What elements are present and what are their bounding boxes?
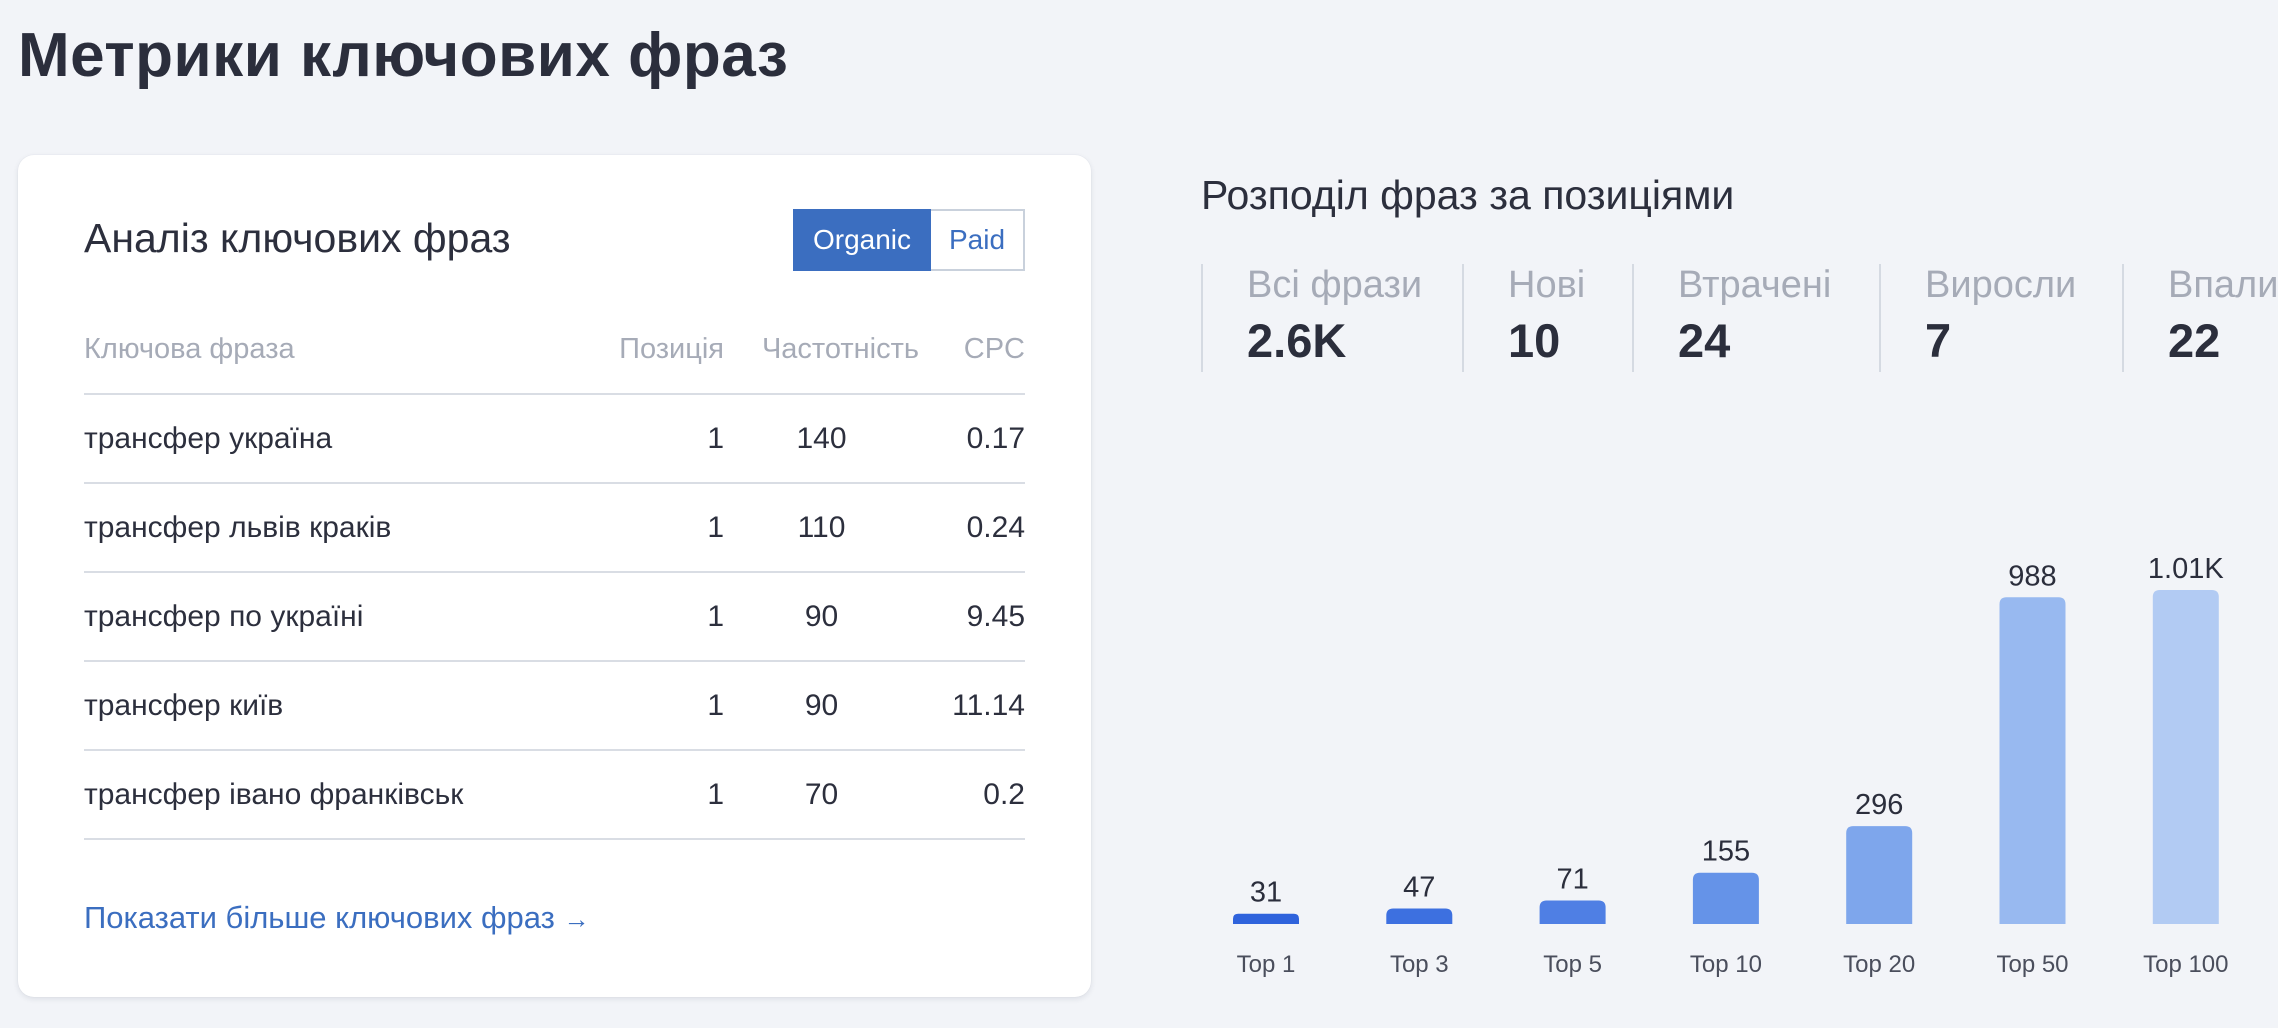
cell-keyword: трансфер київ [84,688,284,722]
distribution-title: Розподіл фраз за позиціями [1201,172,1735,218]
stat-label: Нові [1508,264,1586,306]
cell-frequency: 90 [804,688,839,722]
bar-top-100[interactable] [2152,590,2219,924]
bar-top-1[interactable] [1233,913,1299,924]
x-tick-label: Top 5 [1543,951,1602,978]
bar-value-label: 155 [1702,836,1750,868]
cell-keyword: трансфер по україні [84,599,364,633]
stat-label: Виросли [1925,264,2077,306]
cell-position: 1 [707,421,724,455]
column-header-frequency[interactable]: Частотність [761,332,919,365]
table-row[interactable]: трансфер івано франківськ 1 70 0.2 [84,751,1025,840]
cell-keyword: трансфер україна [84,421,333,455]
column-header-cpc[interactable]: CPC [963,332,1025,365]
keywords-table: Ключова фраза Позиція Частотність CPC тр… [84,305,1025,840]
cell-frequency: 140 [796,421,847,455]
cell-keyword: трансфер івано франківськ [84,777,464,811]
stat-value: 24 [1678,314,1731,367]
organic-paid-toggle: Organic Paid [793,209,1025,271]
x-tick-label: Top 50 [1996,951,2068,978]
cell-position: 1 [707,510,724,544]
bar-top-3[interactable] [1386,908,1453,924]
arrow-right-icon: → [563,904,590,934]
cell-position: 1 [707,777,724,811]
stat-block: Впали 22 [2122,264,2278,372]
cell-frequency: 110 [797,510,846,544]
cell-position: 1 [707,688,724,722]
cell-frequency: 90 [804,599,839,633]
bar-value-label: 47 [1403,871,1435,903]
table-row[interactable]: трансфер україна 1 140 0.17 [84,395,1025,484]
stat-value: 10 [1508,314,1561,367]
stat-label: Впали [2168,264,2278,306]
x-tick-label: Top 1 [1237,951,1296,978]
keywords-card-title: Аналіз ключових фраз [84,215,511,261]
table-body: трансфер україна 1 140 0.17 трансфер львів к… [84,395,1025,840]
column-header-keyword[interactable]: Ключова фраза [84,332,295,365]
stat-block: Всі фрази 2.6K [1201,264,1422,372]
stat-value: 22 [2168,314,2221,367]
bar-value-label: 296 [1855,789,1903,821]
x-tick-label: Top 20 [1843,951,1915,978]
stat-block: Виросли 7 [1879,264,2076,372]
cell-cpc: 0.24 [966,510,1025,544]
organic-button[interactable]: Organic [793,209,931,271]
stat-label: Втрачені [1678,264,1832,306]
stat-block: Втрачені 24 [1632,264,1831,372]
column-header-position[interactable]: Позиція [619,332,724,365]
stat-value: 2.6K [1247,314,1347,367]
cell-position: 1 [707,599,724,633]
x-tick-label: Top 10 [1690,951,1762,978]
keywords-card: Аналіз ключових фраз Organic Paid Ключов… [18,155,1091,997]
bar-top-5[interactable] [1539,900,1606,924]
stat-value: 7 [1925,314,1952,367]
bar-top-10[interactable] [1692,872,1759,924]
cell-keyword: трансфер львів краків [84,510,392,544]
show-more-label: Показати більше ключових фраз [84,900,555,935]
table-row[interactable]: трансфер львів краків 1 110 0.24 [84,484,1025,573]
show-more-keywords-link[interactable]: Показати більше ключових фраз → [84,900,590,936]
cell-cpc: 11.14 [952,688,1025,722]
table-header: Ключова фраза Позиція Частотність CPC [84,305,1025,395]
bar-value-label: 988 [2008,560,2056,592]
bar-value-label: 71 [1556,864,1588,896]
table-row[interactable]: трансфер київ 1 90 11.14 [84,662,1025,751]
stat-label: Всі фрази [1247,264,1423,306]
x-tick-label: Top 100 [2143,951,2228,978]
cell-cpc: 0.17 [966,421,1025,455]
bar-value-label: 31 [1250,877,1282,909]
bar-top-20[interactable] [1846,826,1913,924]
cell-frequency: 70 [804,777,839,811]
x-tick-label: Top 3 [1390,951,1449,978]
table-row[interactable]: трансфер по україні 1 90 9.45 [84,573,1025,662]
cell-cpc: 0.2 [983,777,1025,811]
cell-cpc: 9.45 [966,599,1025,633]
positions-bar-chart: 31 Top 1 47 Top 3 71 Top 5 155 Top 10 296 Top 20 9… [1233,553,2229,978]
paid-button[interactable]: Paid [931,209,1025,271]
bar-value-label: 1.01K [2148,553,2224,585]
stat-block: Нові 10 [1462,264,1585,372]
page-title: Метрики ключових фраз [18,21,789,90]
bar-top-50[interactable] [1999,597,2066,924]
